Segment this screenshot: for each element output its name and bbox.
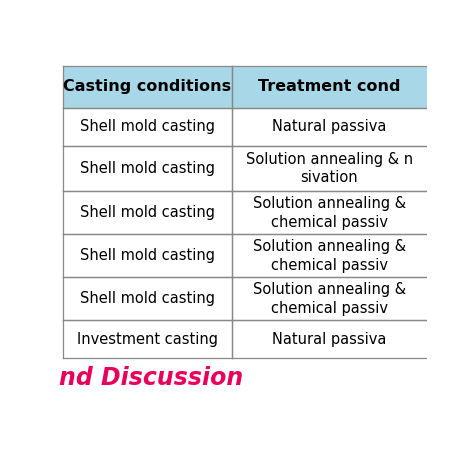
Text: Shell mold casting: Shell mold casting	[80, 161, 215, 176]
Bar	[232, 66, 464, 108]
Text: Solution annealing & n
sivation: Solution annealing & n sivation	[246, 152, 413, 185]
Text: Shell mold casting: Shell mold casting	[80, 292, 215, 306]
Bar	[63, 66, 232, 108]
Bar	[232, 277, 464, 320]
Text: Natural passiva: Natural passiva	[272, 119, 386, 134]
Bar	[232, 320, 464, 358]
Bar	[232, 234, 464, 277]
Bar	[232, 108, 464, 146]
Text: Shell mold casting: Shell mold casting	[80, 205, 215, 220]
Text: Solution annealing &
chemical passiv: Solution annealing & chemical passiv	[253, 239, 406, 273]
Bar	[63, 320, 232, 358]
Text: nd Discussion: nd Discussion	[59, 366, 244, 390]
Text: Solution annealing &
chemical passiv: Solution annealing & chemical passiv	[253, 196, 406, 229]
Text: Shell mold casting: Shell mold casting	[80, 248, 215, 263]
Text: Natural passiva: Natural passiva	[272, 332, 386, 346]
Bar	[63, 108, 232, 146]
Text: Investment casting: Investment casting	[77, 332, 218, 346]
Bar	[63, 277, 232, 320]
Bar	[63, 146, 232, 191]
Text: Casting conditions: Casting conditions	[64, 80, 231, 94]
Bar	[232, 191, 464, 234]
Bar	[63, 191, 232, 234]
Text: Solution annealing &
chemical passiv: Solution annealing & chemical passiv	[253, 282, 406, 316]
Text: Treatment cond: Treatment cond	[258, 80, 401, 94]
Bar	[232, 146, 464, 191]
Text: Shell mold casting: Shell mold casting	[80, 119, 215, 134]
Bar	[63, 234, 232, 277]
